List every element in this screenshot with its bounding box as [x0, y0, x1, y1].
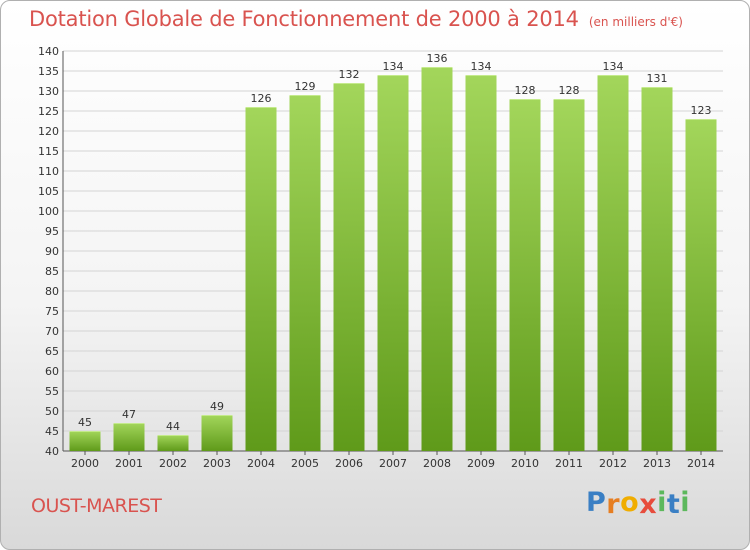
bar-value-label: 134: [471, 60, 492, 73]
y-tick-label: 65: [45, 345, 59, 358]
bar-2011: [553, 99, 585, 451]
bar-value-label: 128: [559, 84, 580, 97]
y-tick-label: 75: [45, 305, 59, 318]
y-tick-label: 40: [45, 445, 59, 458]
x-tick-label: 2007: [379, 457, 407, 470]
y-tick-label: 60: [45, 365, 59, 378]
y-axis-tick-labels: 40 45 50 55 60 65 70 75 80 85 90 95 100 105 110 115 120 1…: [38, 45, 59, 458]
y-tick-label: 55: [45, 385, 59, 398]
bar-value-label: 44: [166, 420, 180, 433]
bar-value-label: 49: [210, 400, 224, 413]
x-tick-label: 2010: [511, 457, 539, 470]
y-tick-label: 85: [45, 265, 59, 278]
y-tick-label: 45: [45, 425, 59, 438]
bar-2010: [509, 99, 541, 451]
x-tick-label: 2012: [599, 457, 627, 470]
x-tick-label: 2008: [423, 457, 451, 470]
x-tick-label: 2011: [555, 457, 583, 470]
bar-2013: [641, 87, 673, 451]
y-tick-label: 100: [38, 205, 59, 218]
x-tick-label: 2006: [335, 457, 363, 470]
y-tick-label: 80: [45, 285, 59, 298]
bar-value-label: 45: [78, 416, 92, 429]
bar-2012: [597, 75, 629, 451]
x-tick-label: 2013: [643, 457, 671, 470]
x-tick-label: 2001: [115, 457, 143, 470]
logo-letter: P: [586, 487, 607, 518]
chart-title-text: Dotation Globale de Fonctionnement de 20…: [29, 7, 579, 31]
x-tick-label: 2005: [291, 457, 319, 470]
y-tick-label: 115: [38, 145, 59, 158]
y-tick-label: 125: [38, 105, 59, 118]
x-tick-label: 2004: [247, 457, 275, 470]
x-tick-label: 2000: [71, 457, 99, 470]
y-tick-label: 70: [45, 325, 59, 338]
y-tick-label: 90: [45, 245, 59, 258]
bar-value-label: 128: [515, 84, 536, 97]
logo-letter: t: [666, 489, 681, 520]
bar-2003: [201, 415, 233, 451]
chart-title: Dotation Globale de Fonctionnement de 20…: [29, 7, 683, 31]
bar-2008: [421, 67, 453, 451]
bar-2001: [113, 423, 145, 451]
bar-2005: [289, 95, 321, 451]
logo-letter: r: [606, 489, 621, 520]
x-tick-label: 2009: [467, 457, 495, 470]
bar-value-label: 126: [251, 92, 272, 105]
x-tick-label: 2002: [159, 457, 187, 470]
bar-value-label: 129: [295, 80, 316, 93]
commune-name: OUST-MAREST: [31, 495, 162, 517]
bar-2006: [333, 83, 365, 451]
bar-value-label: 132: [339, 68, 360, 81]
y-tick-label: 110: [38, 165, 59, 178]
y-tick-label: 120: [38, 125, 59, 138]
y-tick-label: 135: [38, 65, 59, 78]
bar-value-label: 134: [603, 60, 624, 73]
y-tick-label: 140: [38, 45, 59, 58]
y-tick-label: 95: [45, 225, 59, 238]
bar-value-label: 131: [647, 72, 668, 85]
x-tick-label: 2014: [687, 457, 715, 470]
y-tick-label: 105: [38, 185, 59, 198]
logo-letter: i: [680, 487, 691, 518]
logo-letter: i: [657, 487, 667, 518]
bar-value-label: 136: [427, 52, 448, 65]
bar-2009: [465, 75, 497, 451]
y-tick-label: 50: [45, 405, 59, 418]
bar-2007: [377, 75, 409, 451]
x-axis-tick-labels: 2000 2001 2002 2003 2004 2005 2006 2007 2008 2009…: [71, 457, 715, 470]
bar-value-label: 134: [383, 60, 404, 73]
y-tick-label: 130: [38, 85, 59, 98]
bar-value-labels: 45 47 44 49 126 129 132 134 136 134 128 128 134 131 12…: [78, 52, 712, 433]
logo-letter: o: [620, 487, 640, 518]
proxiti-logo[interactable]: Proxiti: [586, 487, 691, 520]
bar-2002: [157, 435, 189, 451]
x-tick-label: 2003: [203, 457, 231, 470]
logo-letter: x: [639, 489, 658, 520]
bar-2000: [69, 431, 101, 451]
chart-unit: (en milliers d'€): [588, 15, 683, 29]
bar-2014: [685, 119, 717, 451]
bar-value-label: 47: [122, 408, 136, 421]
bar-value-label: 123: [691, 104, 712, 117]
bar-2004: [245, 107, 277, 451]
chart-bars: [69, 67, 717, 451]
